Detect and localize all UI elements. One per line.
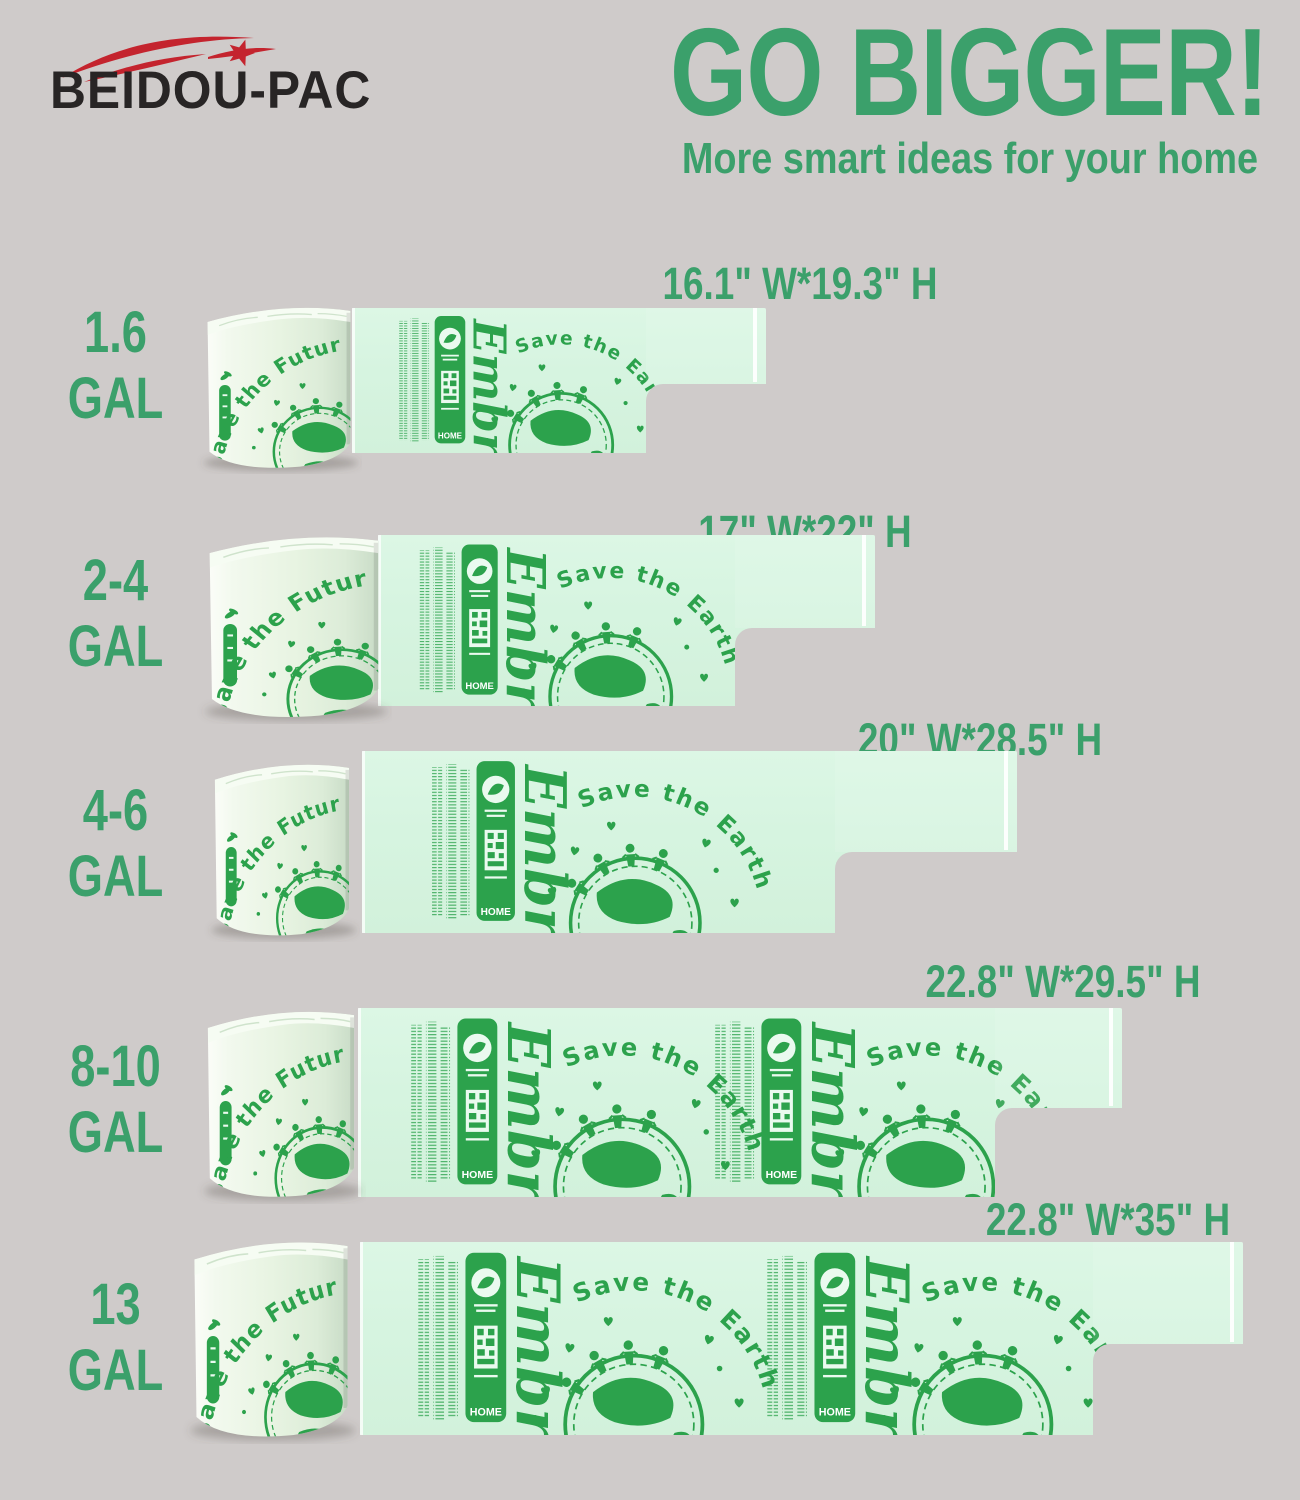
roll-seal-icon — [219, 371, 232, 441]
size-value: 8-10 — [70, 1034, 161, 1099]
compostable-badge-icon: HOME — [457, 1018, 498, 1185]
sheet-edge-highlight — [1109, 1008, 1113, 1106]
badge-home-label: HOME — [438, 432, 463, 441]
brand-logo: BEIDOU-PAC — [48, 24, 468, 124]
badge-home-label: HOME — [470, 1407, 502, 1419]
bag-print-art: HOME Embrace Save t — [414, 1242, 779, 1435]
size-label: 2-4 GAL — [47, 548, 184, 680]
size-unit: GAL — [67, 614, 164, 679]
compostable-badge-icon: HOME — [761, 1018, 802, 1185]
bag-script-text: Embrace — [494, 546, 557, 706]
bag-script-text: Embrace — [798, 1021, 867, 1197]
sheet-notch — [1093, 1344, 1243, 1435]
sheet-edge-highlight — [753, 308, 757, 382]
size-unit: GAL — [67, 1100, 164, 1165]
compostable-badge-icon: HOME — [461, 544, 498, 695]
bag-script-text: Embrace — [462, 317, 515, 453]
sheet-notch — [835, 852, 1017, 933]
roll-seal-icon — [219, 1085, 233, 1166]
badge-home-label: HOME — [766, 1169, 798, 1181]
badge-home-label: HOME — [465, 681, 494, 692]
bag-roll: Save the Future — [196, 296, 362, 474]
badge-home-label: HOME — [462, 1169, 494, 1181]
bag-roll-art: Save the Future — [211, 765, 357, 940]
bag-flap — [995, 1008, 1122, 1108]
size-value: 4-6 — [82, 778, 149, 843]
bag-sheet: HOME Embrace Save t — [378, 535, 875, 706]
sheet-left-highlight — [362, 751, 365, 933]
roll-seal-icon — [223, 608, 239, 687]
headline: GO BIGGER! — [670, 4, 1269, 142]
dimension-label: 16.1" W*19.3" H — [662, 258, 938, 309]
size-label: 13 GAL — [47, 1272, 184, 1404]
bag-print-art: HOME Embrace Save t — [428, 751, 772, 933]
bag-print-art: HOME Embrace Save t — [396, 308, 670, 453]
compostable-badge-icon: HOME — [814, 1252, 856, 1423]
roll-seal-icon — [206, 1319, 221, 1404]
compostable-badge-icon: HOME — [476, 761, 515, 921]
size-label: 1.6 GAL — [47, 300, 184, 432]
sheet-edge-highlight — [862, 535, 866, 626]
sheet-notch — [995, 1108, 1122, 1197]
size-unit: GAL — [67, 366, 164, 431]
sheet-notch — [646, 384, 766, 453]
badge-home-label: HOME — [819, 1407, 851, 1419]
size-value: 2-4 — [82, 548, 149, 613]
bag-roll-art: Save the Future — [203, 1011, 363, 1201]
roll-seal-icon — [225, 832, 238, 907]
bag-script-text: Embrace — [851, 1255, 921, 1435]
bag-roll-art: Save the Future — [205, 537, 388, 721]
bag-roll: Save the Future — [182, 1228, 360, 1444]
dimension-label: 22.8" W*35" H — [985, 1194, 1231, 1245]
bag-sheet: HOME Embrace Save t — [352, 308, 766, 453]
bag-sheet: HOME Embrace Save t — [358, 1008, 1122, 1197]
bag-roll: Save the Future — [204, 752, 360, 942]
bag-flap — [646, 308, 766, 384]
sheet-left-highlight — [358, 1008, 361, 1197]
bag-roll: Save the Future — [196, 998, 366, 1204]
bag-script-text: Embrace — [511, 763, 577, 933]
subheadline: More smart ideas for your home — [681, 134, 1259, 183]
sheet-left-highlight — [378, 535, 381, 706]
sheet-notch — [735, 628, 875, 706]
sheet-left-highlight — [360, 1242, 363, 1435]
size-value: 13 — [90, 1272, 141, 1337]
bag-sheet: HOME Embrace Save t — [362, 751, 1017, 933]
compostable-badge-icon: HOME — [434, 316, 466, 444]
size-label: 8-10 GAL — [47, 1034, 184, 1166]
bag-flap — [735, 535, 875, 628]
dimension-label: 22.8" W*29.5" H — [925, 956, 1201, 1007]
bag-flap — [1093, 1242, 1243, 1344]
sheet-edge-highlight — [1230, 1242, 1234, 1342]
brand-name: BEIDOU-PAC — [50, 61, 372, 120]
bag-print-art: HOME Embrace Save t — [416, 535, 739, 706]
bag-print-art: HOME Embrace Save t — [407, 1008, 764, 1197]
sheet-left-highlight — [352, 308, 355, 453]
bag-roll-art: Save the Future — [203, 307, 359, 472]
size-unit: GAL — [67, 1338, 164, 1403]
bag-print-art: HOME Embrace Save t — [763, 1242, 1128, 1435]
bag-roll: Save the Future — [196, 524, 392, 724]
badge-home-label: HOME — [481, 907, 512, 918]
bag-script-text: Embrace — [502, 1255, 572, 1435]
logo-swoosh-star-icon — [62, 36, 276, 82]
bag-script-text: Embrace — [494, 1021, 563, 1197]
compostable-badge-icon: HOME — [465, 1252, 507, 1423]
bag-roll-art: Save the Future — [190, 1242, 356, 1441]
size-label: 4-6 GAL — [47, 778, 184, 910]
sheet-edge-highlight — [1004, 751, 1008, 850]
size-value: 1.6 — [84, 300, 147, 365]
size-unit: GAL — [67, 844, 164, 909]
bag-sheet: HOME Embrace Save t — [360, 1242, 1243, 1435]
bag-flap — [835, 751, 1017, 852]
